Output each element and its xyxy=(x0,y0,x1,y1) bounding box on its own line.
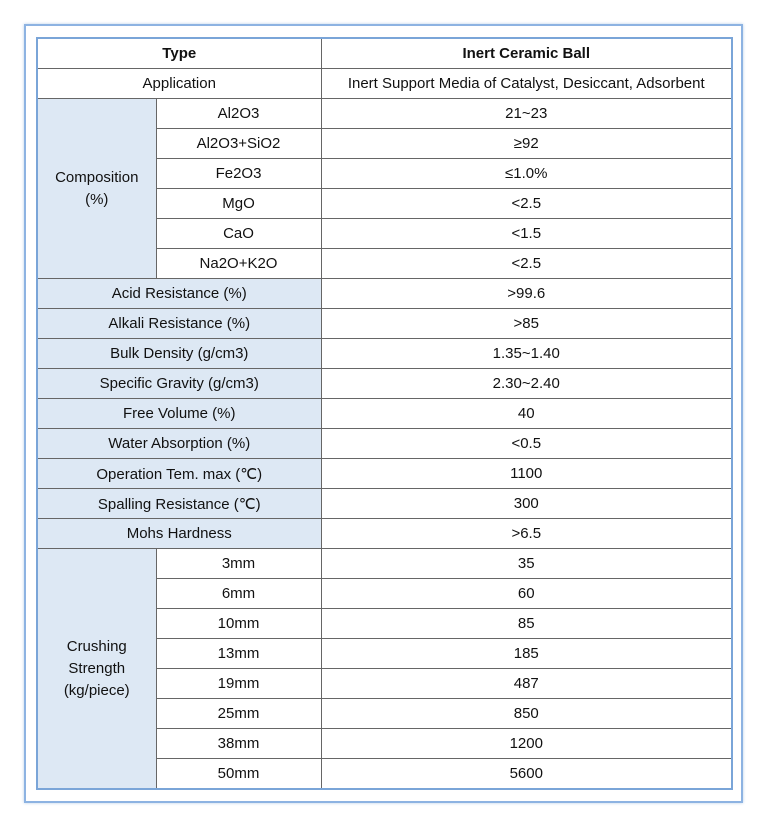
value-cell: 5600 xyxy=(320,758,733,790)
value-cell: >6.5 xyxy=(320,518,733,549)
table-row: Acid Resistance (%) >99.6 xyxy=(36,278,733,309)
value-cell: 85 xyxy=(320,608,733,639)
table-row: Mohs Hardness >6.5 xyxy=(36,518,733,549)
group-label-line: Composition xyxy=(55,168,139,186)
table-row: 38mm 1200 xyxy=(37,728,733,759)
value-cell: Inert Support Media of Catalyst, Desicca… xyxy=(320,68,733,99)
table-row: Fe2O3 ≤1.0% xyxy=(37,158,733,189)
group-label-cell: Composition (%) xyxy=(36,98,157,279)
table-row: 10mm 85 xyxy=(37,608,733,639)
table-row: 13mm 185 xyxy=(37,638,733,669)
value-cell: 300 xyxy=(320,488,733,519)
sub-label-cell: CaO xyxy=(155,218,322,249)
group-label-line: (%) xyxy=(85,190,109,208)
sub-label-cell: 13mm xyxy=(155,638,322,669)
sub-label-cell: 6mm xyxy=(155,578,322,609)
label-cell: Bulk Density (g/cm3) xyxy=(36,338,322,369)
value-cell: 1.35~1.40 xyxy=(320,338,733,369)
value-cell: 1100 xyxy=(320,458,733,489)
sub-label-cell: 38mm xyxy=(155,728,322,759)
sub-label-cell: MgO xyxy=(155,188,322,219)
value-cell: <2.5 xyxy=(320,248,733,279)
sub-label-cell: 19mm xyxy=(155,668,322,699)
label-cell: Mohs Hardness xyxy=(36,518,322,549)
table-row: Application Inert Support Media of Cataly… xyxy=(36,68,733,99)
value-cell: 21~23 xyxy=(320,98,733,129)
sub-label-cell: 10mm xyxy=(155,608,322,639)
value-cell: 487 xyxy=(320,668,733,699)
value-cell: ≤1.0% xyxy=(320,158,733,189)
value-cell: <0.5 xyxy=(320,428,733,459)
value-cell: ≥92 xyxy=(320,128,733,159)
label-cell: Free Volume (%) xyxy=(36,398,322,429)
value-cell: 40 xyxy=(320,398,733,429)
table-row: Free Volume (%) 40 xyxy=(36,398,733,429)
sub-label-cell: Na2O+K2O xyxy=(155,248,322,279)
group-label-cell: Crushing Strength (kg/piece) xyxy=(36,548,157,790)
table-row: 25mm 850 xyxy=(37,698,733,729)
value-cell: 2.30~2.40 xyxy=(320,368,733,399)
sub-label-cell: 3mm xyxy=(155,548,322,579)
value-cell: >99.6 xyxy=(320,278,733,309)
value-cell: <2.5 xyxy=(320,188,733,219)
table-row: Bulk Density (g/cm3) 1.35~1.40 xyxy=(36,338,733,369)
table-row: Alkali Resistance (%) >85 xyxy=(36,308,733,339)
table-row: Specific Gravity (g/cm3) 2.30~2.40 xyxy=(36,368,733,399)
label-cell: Application xyxy=(36,68,322,99)
sub-label-cell: 50mm xyxy=(155,758,322,790)
value-cell: 1200 xyxy=(320,728,733,759)
value-cell: 185 xyxy=(320,638,733,669)
sub-label-cell: 25mm xyxy=(155,698,322,729)
label-cell: Alkali Resistance (%) xyxy=(36,308,322,339)
outer-frame xyxy=(24,24,743,803)
table-row: Operation Tem. max (℃) 1100 xyxy=(36,458,733,489)
table-row: 50mm 5600 xyxy=(37,758,733,790)
label-cell: Operation Tem. max (℃) xyxy=(36,458,322,489)
table-row: 19mm 487 xyxy=(37,668,733,699)
label-cell: Acid Resistance (%) xyxy=(36,278,322,309)
header-cell: Inert Ceramic Ball xyxy=(320,37,733,69)
sub-label-cell: Fe2O3 xyxy=(155,158,322,189)
table-row: CaO <1.5 xyxy=(37,218,733,249)
spec-table: Type Inert Ceramic Ball Application Inert S… xyxy=(36,37,733,790)
table-row: Composition (%) Al2O3 21~23 xyxy=(36,98,733,279)
table-row: Al2O3+SiO2 ≥92 xyxy=(37,128,733,159)
table-row: Crushing Strength (kg/piece) 3mm 35 xyxy=(36,548,733,790)
table-row: Spalling Resistance (℃) 300 xyxy=(36,488,733,519)
group-label-line: Strength xyxy=(68,659,126,677)
value-cell: 850 xyxy=(320,698,733,729)
table-row: Water Absorption (%) <0.5 xyxy=(36,428,733,459)
value-cell: 60 xyxy=(320,578,733,609)
value-cell: 35 xyxy=(320,548,733,579)
label-cell: Water Absorption (%) xyxy=(36,428,322,459)
table-row: Type Inert Ceramic Ball xyxy=(36,37,733,69)
label-cell: Specific Gravity (g/cm3) xyxy=(36,368,322,399)
value-cell: <1.5 xyxy=(320,218,733,249)
value-cell: >85 xyxy=(320,308,733,339)
group-label-line: Crushing xyxy=(66,637,127,655)
label-cell: Spalling Resistance (℃) xyxy=(36,488,322,519)
table-body: Type Inert Ceramic Ball Application Inert S… xyxy=(36,37,733,790)
sub-label-cell: Al2O3+SiO2 xyxy=(155,128,322,159)
sub-label-cell: Al2O3 xyxy=(155,98,322,129)
header-cell: Type xyxy=(36,37,322,69)
group-label-line: (kg/piece) xyxy=(63,681,130,699)
